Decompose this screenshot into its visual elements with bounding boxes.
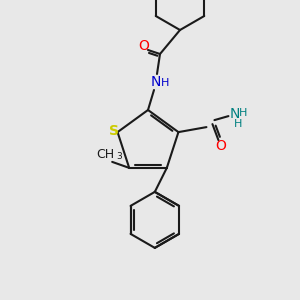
Text: N: N [151, 75, 161, 89]
Text: H: H [234, 119, 243, 129]
Text: 3: 3 [116, 152, 122, 161]
Text: N: N [229, 107, 240, 121]
Text: CH: CH [96, 148, 114, 161]
Text: O: O [215, 139, 226, 153]
Text: O: O [139, 39, 149, 53]
Text: H: H [239, 108, 248, 118]
Text: H: H [161, 78, 169, 88]
Text: S: S [109, 124, 118, 138]
